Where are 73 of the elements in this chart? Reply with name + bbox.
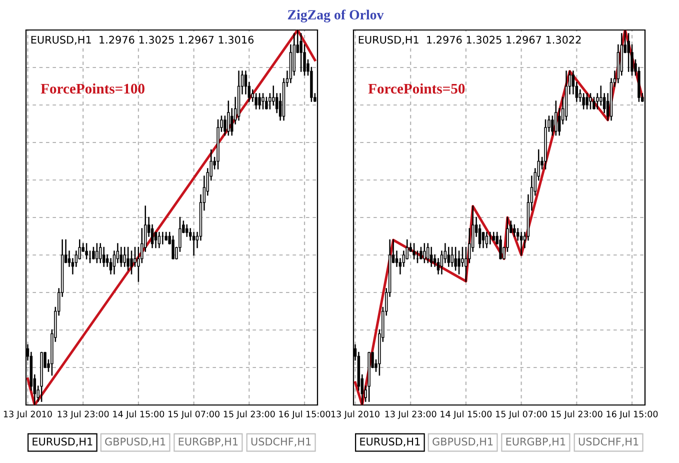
- candlestick: [102, 246, 106, 267]
- candlestick: [482, 232, 485, 248]
- candlestick: [272, 86, 275, 106]
- candlestick: [192, 232, 196, 256]
- candlestick: [412, 243, 416, 260]
- x-tick-label: 14 Jul 15:00: [113, 410, 164, 419]
- candlestick: [126, 246, 130, 271]
- candlestick: [265, 96, 268, 110]
- candlestick: [596, 93, 599, 110]
- x-tick-label: 13 Jul 2010: [4, 410, 52, 419]
- x-tick-label: 15 Jul 23:00: [224, 410, 275, 419]
- candlestick: [92, 246, 95, 260]
- candlestick: [120, 246, 123, 267]
- candlestick: [172, 236, 174, 260]
- candlestick: [268, 93, 272, 110]
- candlestick: [224, 116, 226, 136]
- x-tick-label: 15 Jul 07:00: [168, 410, 220, 419]
- candlestick: [582, 93, 585, 110]
- candlestick: [589, 93, 592, 110]
- candlestick: [134, 246, 136, 267]
- x-tick-label: 13 Jul 23:00: [385, 410, 436, 419]
- text: EURUSD,H1: [32, 438, 92, 447]
- candlestick: [450, 246, 454, 267]
- candlestick: [454, 246, 457, 271]
- annotation: ForcePoints=50: [368, 83, 465, 94]
- text: EURGBP,H1: [506, 438, 566, 447]
- chart-title: EURUSD,H1 1.2976 1.3025 1.2967 1.3016: [31, 36, 254, 45]
- candlestick: [520, 232, 523, 256]
- candlestick: [554, 100, 558, 136]
- candlestick: [158, 232, 161, 248]
- text: EURGBP,H1: [178, 438, 238, 447]
- candlestick: [461, 246, 464, 267]
- candlestick: [85, 243, 88, 260]
- candlestick: [627, 33, 630, 72]
- candlestick: [186, 224, 188, 237]
- candlestick: [423, 243, 426, 264]
- candlestick: [513, 224, 516, 237]
- candlestick: [227, 100, 230, 136]
- candlestick: [458, 250, 460, 274]
- x-tick-label: 14 Jul 15:00: [440, 410, 492, 419]
- text: EURUSD,H1: [360, 438, 420, 447]
- chart-subtitle: ZigZag of Orlov: [288, 10, 384, 22]
- x-tick-label: 13 Jul 23:00: [58, 410, 109, 419]
- x-tick-label: 16 Jul 15:00: [606, 410, 658, 419]
- candlestick: [130, 250, 133, 274]
- candlestick: [123, 246, 126, 267]
- text: USDCHF,H1: [251, 438, 311, 447]
- candlestick: [420, 246, 422, 260]
- x-tick-label: 16 Jul 15:00: [279, 410, 330, 419]
- candlestick: [300, 33, 302, 72]
- x-tick-label: 15 Jul 23:00: [551, 410, 602, 419]
- annotation: ForcePoints=100: [40, 83, 144, 94]
- x-tick-label: 13 Jul 2010: [331, 410, 380, 419]
- candlestick: [447, 246, 450, 267]
- candlestick: [586, 93, 588, 110]
- text: USDCHF,H1: [578, 438, 638, 447]
- candlestick: [426, 243, 430, 264]
- candlestick: [96, 243, 98, 264]
- candlestick: [262, 93, 264, 110]
- candlestick: [430, 246, 433, 267]
- candlestick: [99, 243, 102, 264]
- candlestick: [154, 232, 158, 248]
- candlestick: [499, 236, 502, 260]
- candlestick: [485, 232, 488, 248]
- candlestick: [600, 86, 602, 106]
- chart-title: EURUSD,H1 1.2976 1.3025 1.2967 1.3022: [358, 36, 581, 45]
- text: GBPUSD,H1: [105, 438, 166, 447]
- text: GBPUSD,H1: [432, 438, 493, 447]
- candlestick: [551, 116, 554, 136]
- candlestick: [258, 93, 261, 110]
- candlestick: [592, 96, 596, 110]
- x-tick-label: 15 Jul 07:00: [496, 410, 547, 419]
- candlestick: [254, 93, 258, 110]
